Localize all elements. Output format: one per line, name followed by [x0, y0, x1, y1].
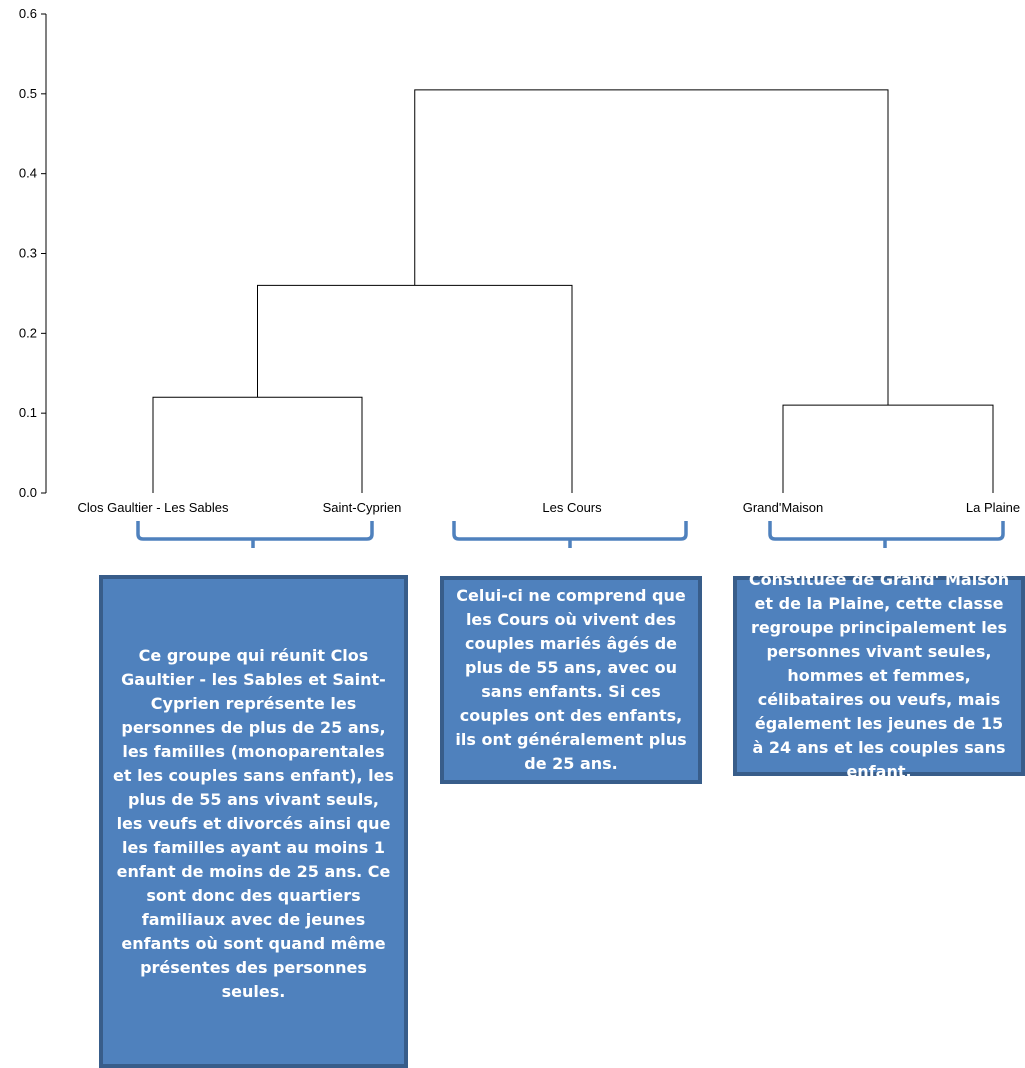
dendrogram-link	[782, 404, 994, 493]
group3-description-box: Constituée de Grand' Maison et de la Pla…	[733, 570, 1025, 781]
y-tick-label: 0.6	[19, 6, 37, 21]
group2-description-box: Celui-ci ne comprend que les Cours où vi…	[440, 576, 702, 784]
group2-bracket	[452, 521, 688, 548]
group1-description-box: Ce groupe qui réunit Clos Gaultier - les…	[99, 575, 408, 1068]
dendrogram-link	[152, 396, 363, 493]
y-tick-label: 0.0	[19, 485, 37, 500]
dendrogram-link	[257, 284, 573, 493]
group2-description-text: Celui-ci ne comprend que les Cours où vi…	[455, 586, 687, 773]
leaf-label: Les Cours	[542, 500, 602, 515]
y-axis-ticks: 0.0 0.1 0.2 0.3 0.4 0.5 0.6	[19, 6, 46, 500]
leaf-label: La Plaine	[966, 500, 1020, 515]
y-tick-label: 0.4	[19, 166, 37, 181]
leaf-label: Saint-Cyprien	[323, 500, 402, 515]
leaf-label: Clos Gaultier - Les Sables	[77, 500, 229, 515]
group-brackets	[136, 521, 1005, 548]
leaf-labels: Clos Gaultier - Les Sables Saint-Cyprien L…	[77, 500, 1020, 515]
y-tick-label: 0.3	[19, 246, 37, 261]
y-tick-label: 0.5	[19, 86, 37, 101]
group1-bracket	[136, 521, 374, 548]
dendrogram-link	[414, 89, 889, 406]
group3-description-text: Constituée de Grand' Maison et de la Pla…	[748, 570, 1010, 781]
y-tick-label: 0.1	[19, 405, 37, 420]
leaf-label: Grand'Maison	[743, 500, 824, 515]
group1-description-text: Ce groupe qui réunit Clos Gaultier - les…	[113, 645, 394, 1001]
y-tick-label: 0.2	[19, 325, 37, 340]
dendrogram-links	[152, 89, 994, 493]
group3-bracket	[768, 521, 1005, 548]
